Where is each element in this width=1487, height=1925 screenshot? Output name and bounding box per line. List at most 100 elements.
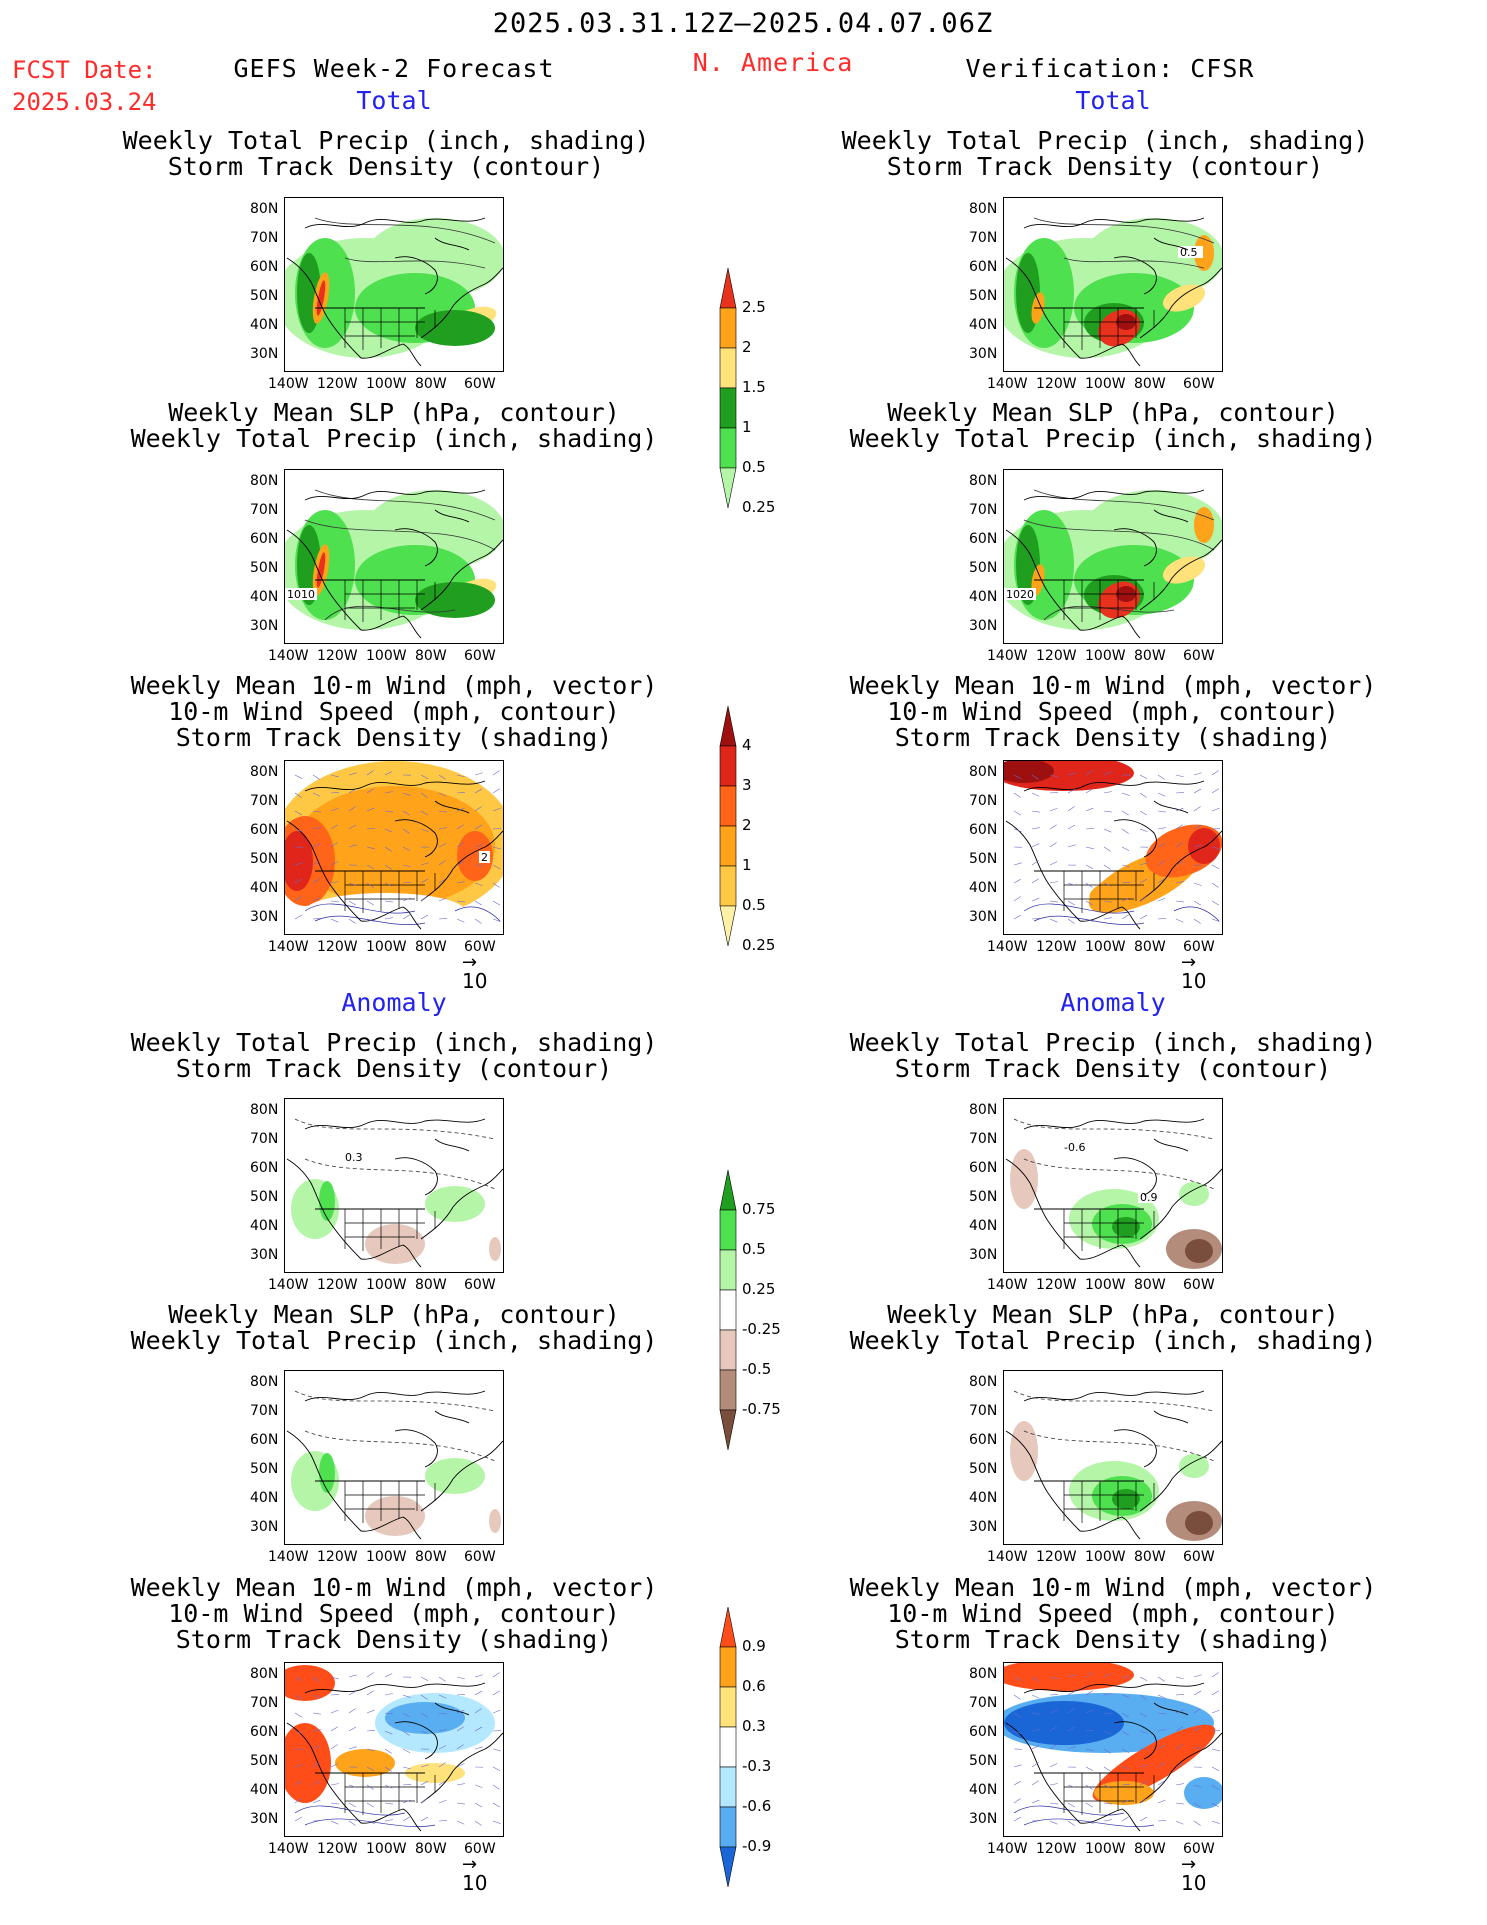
wind-vector	[1211, 1748, 1220, 1752]
colorbar-track-total: 4 3 2 1 0.5 0.25	[719, 705, 800, 954]
colorbar-label: -0.3	[742, 1757, 771, 1775]
wind-vector	[420, 1798, 428, 1804]
wind-vector	[474, 900, 483, 906]
wind-vector	[312, 1745, 321, 1750]
wind-vector	[1211, 1784, 1219, 1790]
lat-label: 80N	[969, 1666, 998, 1682]
lat-label: 60N	[969, 1432, 998, 1448]
wind-vector	[366, 900, 375, 906]
colorbar-label: 1	[742, 418, 752, 436]
wind-vector	[420, 1780, 429, 1786]
lat-label: 40N	[969, 880, 998, 896]
lat-label: 40N	[969, 589, 998, 605]
lat-label: 40N	[969, 1782, 998, 1798]
panom-shade-wet2	[319, 1453, 335, 1493]
lon-label: 120W	[1036, 376, 1077, 392]
lon-label: 140W	[987, 1549, 1028, 1565]
wind-vector	[1013, 1816, 1022, 1822]
wind-vector	[1139, 878, 1148, 884]
wind-vector	[492, 864, 501, 870]
wind-vector	[1175, 842, 1183, 848]
map-panel-vf-total-precip: 0.5	[1003, 197, 1223, 372]
colorbar-segment	[719, 1329, 737, 1371]
lat-label: 70N	[250, 230, 279, 246]
wind-vector	[1139, 896, 1147, 902]
map-panel-vf-total-wind	[1003, 760, 1223, 935]
wind-vector	[438, 1780, 446, 1786]
lon-label: 100W	[1085, 376, 1126, 392]
lat-label: 30N	[969, 1811, 998, 1827]
wind-vector	[1175, 1802, 1184, 1805]
wind-vector	[1049, 918, 1058, 923]
wind-speed-contour	[304, 903, 501, 925]
wind-vector	[1139, 774, 1148, 779]
wind-vector	[1157, 860, 1165, 866]
lon-label: 120W	[317, 376, 358, 392]
lon-label: 140W	[987, 1841, 1028, 1857]
wind-vector	[1013, 914, 1022, 920]
wind-vector	[1013, 774, 1022, 779]
wind-vector	[384, 810, 393, 813]
lat-label: 60N	[250, 531, 279, 547]
lat-label: 50N	[969, 1753, 998, 1769]
lon-label: 60W	[464, 939, 496, 955]
colorbar-track-anom: 0.9 0.6 0.3 -0.3 -0.6 -0.9	[719, 1606, 800, 1891]
wind-vector	[474, 772, 483, 776]
wind-vector	[1157, 843, 1166, 848]
wind-vector	[402, 1766, 411, 1770]
lon-label: 100W	[366, 939, 407, 955]
colorbar-label: -0.5	[742, 1360, 771, 1378]
wind-vector	[474, 1802, 483, 1808]
wind-vector	[456, 1820, 465, 1825]
wind-vector	[402, 828, 410, 834]
wind-vector	[1193, 844, 1202, 848]
lat-label: 70N	[250, 1695, 279, 1711]
wind-vector	[438, 1729, 447, 1732]
colorbar-label: 0.5	[742, 896, 766, 914]
wind-vector	[312, 1799, 321, 1804]
state-boundaries	[1063, 308, 1155, 350]
wind-vector	[1049, 792, 1059, 794]
colorbar-segment	[719, 307, 737, 349]
wind-vector	[1031, 827, 1040, 830]
wind-vector	[1067, 788, 1076, 794]
wind-vector	[366, 1820, 375, 1824]
wind-vector	[1031, 1780, 1039, 1786]
lat-label: 30N	[969, 909, 998, 925]
wind-vector	[492, 1784, 500, 1790]
wind-vector	[348, 772, 357, 776]
wind-contour-label: 2	[481, 851, 488, 864]
wind-vector	[1085, 770, 1093, 776]
wind-vector	[384, 828, 393, 833]
lon-label: 80W	[1134, 939, 1166, 955]
wind-vector	[1067, 882, 1076, 886]
colorbar-label: 0.9	[742, 1637, 766, 1655]
wind-vector	[1049, 1763, 1058, 1768]
wind-vector	[1139, 862, 1148, 866]
total-label-left: Total	[356, 86, 432, 115]
wind-vector	[1139, 1798, 1147, 1804]
colorbar-segment	[719, 1369, 737, 1411]
wind-vector	[438, 1745, 447, 1750]
lon-label: 140W	[987, 939, 1028, 955]
wind-vector	[492, 1709, 501, 1714]
wind-vector	[438, 810, 447, 813]
wind-vector	[1139, 1816, 1148, 1822]
wind-vector	[1103, 1784, 1112, 1789]
tanom-shade-pos3	[405, 1763, 465, 1783]
lat-label: 70N	[250, 502, 279, 518]
lon-label: 60W	[1183, 648, 1215, 664]
wind-vector	[294, 1676, 303, 1681]
wind-vector	[330, 900, 339, 903]
wind-vector	[1211, 864, 1220, 870]
wind-vector	[1085, 1709, 1094, 1714]
wind-vector	[1193, 788, 1202, 794]
lat-label: 80N	[250, 201, 279, 217]
lon-label: 120W	[1036, 1549, 1077, 1565]
tanom-shade-pos	[285, 1723, 331, 1803]
anom-contour	[294, 1118, 496, 1190]
wind-vector	[1031, 1694, 1040, 1699]
lat-label: 30N	[969, 1519, 998, 1535]
wind-vector	[1103, 1819, 1112, 1822]
wind-vector	[456, 1676, 465, 1680]
